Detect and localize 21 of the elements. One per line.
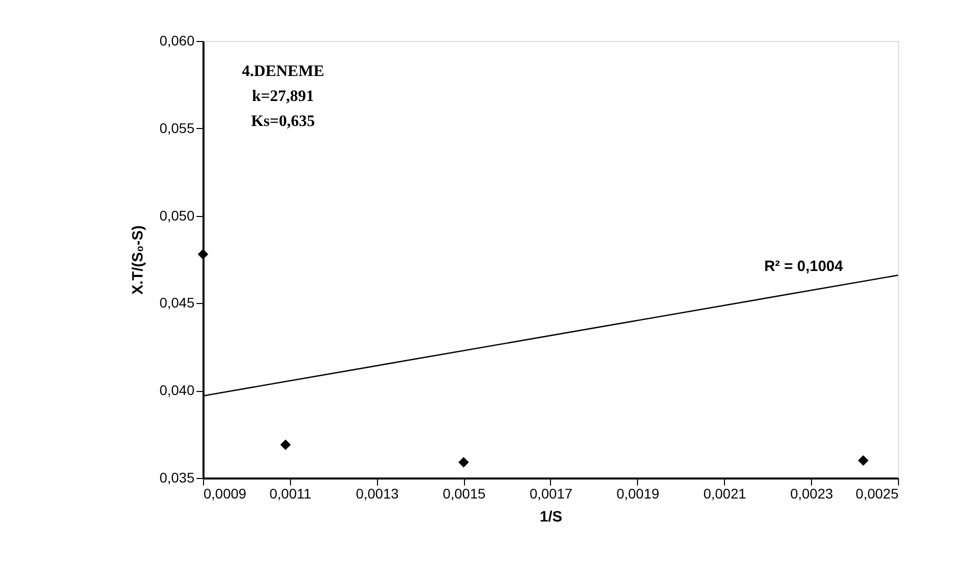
y-tick-label: 0,035 <box>159 470 195 486</box>
annotation: Ks=0,635 <box>251 113 315 130</box>
y-tick-label: 0,060 <box>159 32 195 48</box>
x-tick-label: 0,0015 <box>442 486 486 502</box>
x-tick-label: 0,0013 <box>356 486 399 502</box>
y-tick-label: 0,050 <box>159 207 195 224</box>
x-tick-label: 0,0021 <box>703 486 746 502</box>
x-axis-title: 1/S <box>540 508 562 526</box>
annotation: 4.DENEME <box>242 63 324 80</box>
x-tick-label: 0,0009 <box>204 486 247 502</box>
x-tick-label: 0,0017 <box>530 486 573 502</box>
x-tick-label: 0,0025 <box>856 486 899 502</box>
y-tick-label: 0,055 <box>159 120 195 136</box>
y-axis-title: X.T/(S₀-S) <box>129 225 146 295</box>
y-tick-label: 0,040 <box>159 382 195 398</box>
x-tick-label: 0,0011 <box>269 486 312 502</box>
annotation: k=27,891 <box>252 88 314 105</box>
x-tick-label: 0,0023 <box>790 486 834 502</box>
annotation: R² = 0,1004 <box>764 258 844 275</box>
y-tick-label: 0,045 <box>159 294 195 311</box>
x-tick-label: 0,0019 <box>616 486 660 502</box>
